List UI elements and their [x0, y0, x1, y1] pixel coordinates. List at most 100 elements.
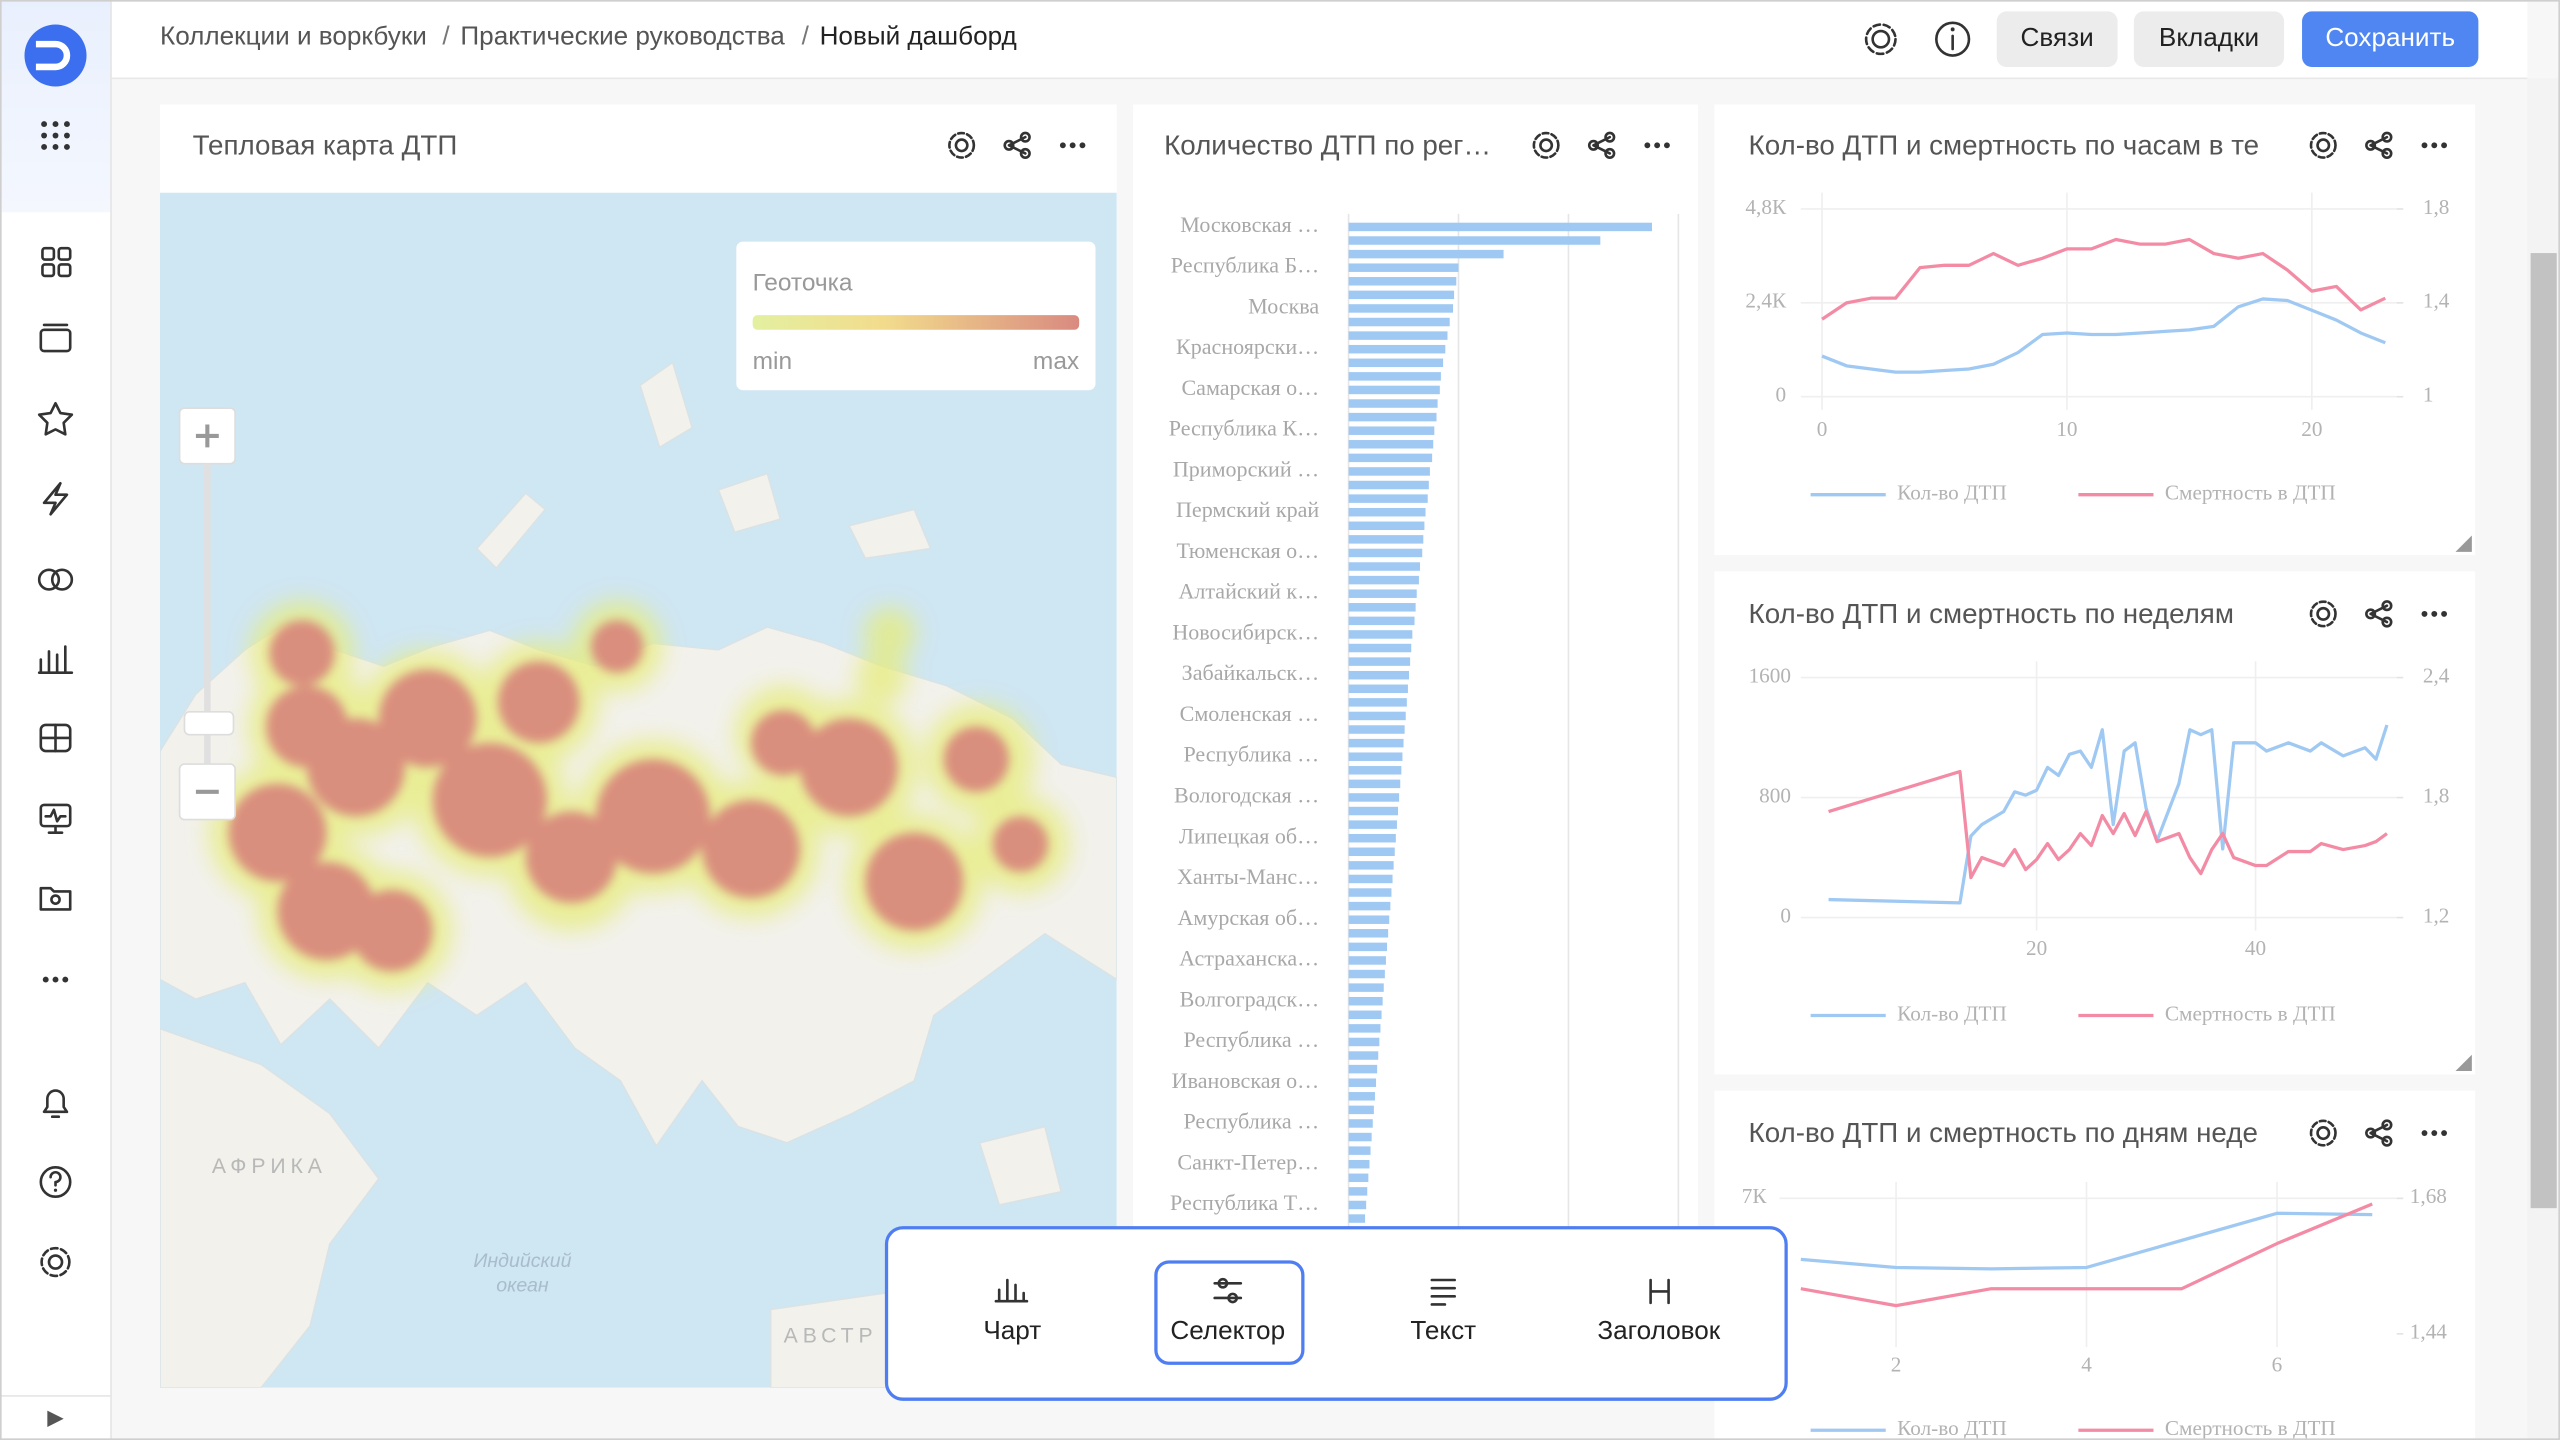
- settings-button[interactable]: [1532, 131, 1560, 159]
- logo[interactable]: [24, 24, 87, 87]
- info-button[interactable]: [1935, 21, 1971, 57]
- islands: [475, 361, 1063, 1206]
- nav-help[interactable]: [39, 1166, 72, 1199]
- icon: [954, 138, 969, 153]
- bar: [1348, 453, 1433, 463]
- more-button[interactable]: [1644, 142, 1670, 149]
- x-tick-label: 20: [2301, 417, 2322, 441]
- y2-tick-label: 1,8: [2423, 783, 2450, 807]
- share-button[interactable]: [2365, 600, 2393, 628]
- breadcrumb[interactable]: Коллекции и воркбуки: [160, 20, 427, 50]
- map[interactable]: АФРИКА Индийский океан АВСТР: [160, 192, 1117, 1388]
- bar: [1348, 738, 1404, 748]
- settings-button[interactable]: [1864, 23, 1897, 56]
- icon: [1664, 142, 1670, 149]
- nav-favorites[interactable]: [37, 401, 74, 436]
- nav-notifications[interactable]: [42, 1089, 69, 1119]
- legend-label[interactable]: Кол-во ДТП: [1897, 1416, 2007, 1440]
- nav-collections[interactable]: [39, 323, 72, 353]
- y-tick-label: 0: [1776, 383, 1787, 407]
- category-label: Республика Т…: [1170, 1190, 1319, 1215]
- nav-connections[interactable]: [42, 481, 69, 516]
- icon: [1003, 139, 1015, 151]
- land: [160, 1027, 380, 1388]
- icon: [2369, 1123, 2389, 1143]
- share-button[interactable]: [1003, 131, 1031, 160]
- icon: [2309, 131, 2337, 159]
- bar: [1348, 684, 1408, 694]
- icon: [2365, 1127, 2377, 1139]
- settings-button[interactable]: [2309, 600, 2337, 628]
- legend-label[interactable]: Смертность в ДТП: [2165, 1416, 2336, 1440]
- share-button[interactable]: [2365, 131, 2393, 160]
- selector-icon-knob: [1227, 1292, 1239, 1304]
- category-label: Астраханска…: [1179, 946, 1319, 971]
- more-button[interactable]: [2421, 610, 2448, 617]
- x-tick-label: 10: [2056, 417, 2077, 441]
- bar: [1348, 766, 1402, 775]
- nav-more[interactable]: [42, 976, 69, 983]
- category-label: Пермский край: [1176, 497, 1319, 522]
- bar: [1348, 996, 1383, 1006]
- scrollbar-thumb[interactable]: [2530, 253, 2557, 1209]
- tabs-button[interactable]: [2133, 11, 2285, 67]
- y2-tick-label: 1,68: [2410, 1184, 2447, 1208]
- share-button[interactable]: [2365, 1119, 2393, 1147]
- icon: [2369, 135, 2389, 155]
- bar: [1348, 440, 1434, 449]
- nav-settings[interactable]: [40, 1246, 71, 1278]
- category-label: Ханты-Манс…: [1177, 864, 1319, 889]
- bar: [1348, 820, 1397, 829]
- settings-button[interactable]: [2309, 1119, 2337, 1147]
- y2-tick-label: 1,44: [2410, 1320, 2448, 1344]
- legend-label[interactable]: Смертность в ДТП: [2165, 481, 2336, 505]
- toolbar-item[interactable]: Заголовок: [1597, 1315, 1720, 1345]
- more-button[interactable]: [1059, 142, 1086, 149]
- legend-label[interactable]: Смертность в ДТП: [2165, 1001, 2336, 1025]
- settings-button[interactable]: [948, 131, 976, 159]
- category-label: Республика К…: [1169, 416, 1319, 441]
- icon: [1007, 135, 1027, 155]
- save-button[interactable]: [2302, 11, 2479, 67]
- zoom-handle[interactable]: [183, 711, 235, 736]
- legend-label[interactable]: Кол-во ДТП: [1897, 1001, 2007, 1025]
- y-tick-label: 7К: [1742, 1184, 1768, 1208]
- icon: [2421, 610, 2428, 617]
- nav-charts[interactable]: [37, 645, 74, 674]
- toolbar-item[interactable]: Селектор: [1170, 1315, 1285, 1345]
- bar: [1348, 412, 1437, 422]
- toolbar-item[interactable]: Текст: [1410, 1315, 1476, 1345]
- apps-icon[interactable]: [41, 121, 70, 150]
- breadcrumb[interactable]: Практические руководства: [460, 20, 785, 50]
- series-line: [1828, 769, 2388, 880]
- controls-background: [2295, 586, 2463, 642]
- links-button[interactable]: [1996, 11, 2118, 67]
- settings-button[interactable]: [2309, 131, 2337, 159]
- category-label: Ивановская о…: [1172, 1068, 1320, 1093]
- nav-editor[interactable]: [39, 723, 72, 753]
- widget-title: Количество ДТП по рег…: [1164, 129, 1491, 160]
- nav-dashboards[interactable]: [41, 246, 72, 278]
- more-button[interactable]: [2421, 1130, 2448, 1136]
- zoom-control: [178, 407, 236, 821]
- bar: [1348, 806, 1399, 816]
- nav-monitoring[interactable]: [39, 803, 72, 834]
- nav-datasets[interactable]: [37, 568, 74, 591]
- expand-sidebar[interactable]: [47, 1410, 64, 1427]
- category-label: Москва: [1248, 294, 1319, 319]
- toolbar-item-selected[interactable]: [1154, 1260, 1305, 1365]
- legend-label[interactable]: Кол-во ДТП: [1897, 481, 2007, 505]
- nav-files[interactable]: [39, 886, 72, 911]
- category-label: Красноярски…: [1176, 334, 1319, 359]
- category-label: Республика …: [1183, 742, 1319, 767]
- bar: [1348, 1064, 1378, 1074]
- more-button[interactable]: [2421, 142, 2448, 149]
- category-label: Смоленская …: [1180, 701, 1320, 726]
- bar: [1348, 521, 1425, 531]
- share-button[interactable]: [1587, 131, 1616, 160]
- header: [111, 0, 2528, 79]
- bar: [1348, 616, 1415, 626]
- toolbar-item[interactable]: Чарт: [983, 1315, 1041, 1345]
